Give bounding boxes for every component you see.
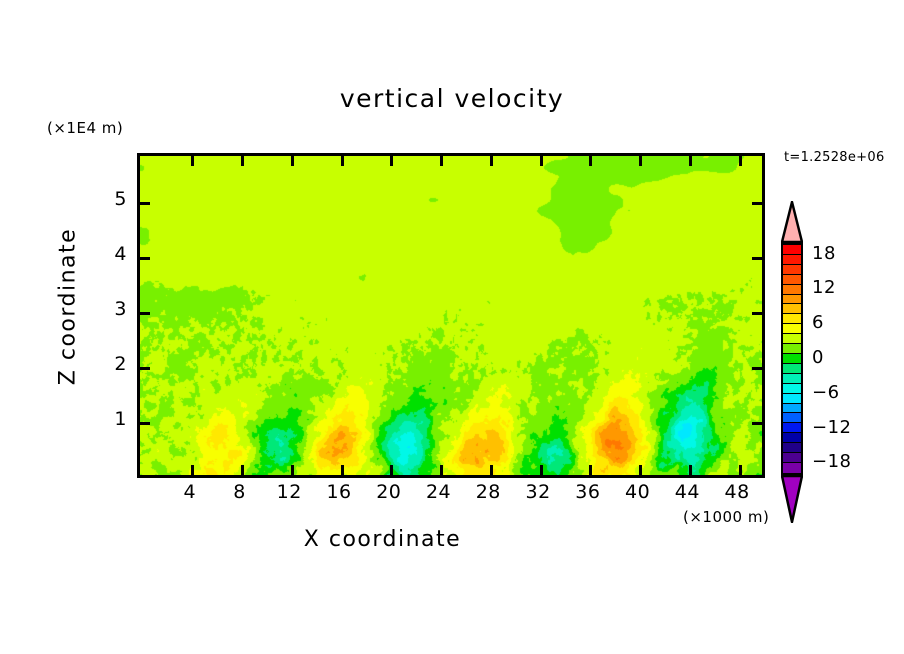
colorbar-tick-label: 6 bbox=[812, 312, 824, 334]
colorbar-band bbox=[783, 284, 801, 295]
colorbar-band bbox=[783, 353, 801, 364]
y-axis-tick bbox=[140, 201, 150, 205]
x-tick-label: 4 bbox=[183, 481, 197, 503]
x-axis-unit-label: (×1000 m) bbox=[683, 508, 770, 526]
colorbar-band bbox=[783, 314, 801, 325]
x-axis-tick bbox=[191, 465, 195, 475]
x-axis-tick bbox=[440, 156, 444, 166]
x-tick-label: 24 bbox=[425, 481, 452, 503]
colorbar-band bbox=[783, 254, 801, 265]
colorbar-tick-label: −6 bbox=[812, 381, 840, 403]
x-tick-label: 28 bbox=[475, 481, 501, 503]
x-tick-label: 40 bbox=[625, 481, 651, 503]
x-tick-label: 12 bbox=[276, 481, 302, 503]
y-tick-label: 1 bbox=[114, 408, 127, 430]
colorbar-band bbox=[783, 274, 801, 285]
y-axis-tick bbox=[752, 366, 762, 370]
colorbar-tick-label: −18 bbox=[812, 451, 852, 473]
colorbar-band bbox=[783, 245, 801, 255]
y-axis-tick bbox=[140, 366, 150, 370]
velocity-field-heatmap bbox=[140, 156, 762, 475]
colorbar-band bbox=[783, 383, 801, 394]
y-tick-label: 3 bbox=[114, 298, 127, 320]
colorbar-band bbox=[783, 334, 801, 345]
x-axis-tick bbox=[539, 465, 543, 475]
x-axis-title: X coordinate bbox=[303, 527, 462, 552]
y-tick-label: 5 bbox=[114, 188, 127, 210]
colorbar-band bbox=[783, 294, 801, 305]
colorbar-tick-label: 18 bbox=[812, 242, 836, 264]
y-axis-tick bbox=[140, 311, 150, 315]
x-axis-tick bbox=[340, 465, 344, 475]
y-axis-tick bbox=[752, 311, 762, 315]
x-tick-label: 44 bbox=[674, 481, 700, 503]
colorbar-tick-label: 12 bbox=[812, 277, 836, 299]
colorbar-band bbox=[783, 403, 801, 414]
x-axis-tick bbox=[688, 465, 692, 475]
x-tick-label: 36 bbox=[575, 481, 601, 503]
y-axis-tick bbox=[752, 256, 762, 260]
x-axis-tick bbox=[639, 465, 643, 475]
x-axis-tick bbox=[440, 465, 444, 475]
x-axis-tick bbox=[539, 156, 543, 166]
colorbar-band bbox=[783, 393, 801, 404]
x-tick-label: 20 bbox=[376, 481, 402, 503]
colorbar-band bbox=[783, 304, 801, 315]
x-axis-tick bbox=[639, 156, 643, 166]
x-axis-tick bbox=[589, 465, 593, 475]
x-axis-tick bbox=[589, 156, 593, 166]
page-title: vertical velocity bbox=[339, 84, 565, 113]
colorbar-band bbox=[783, 373, 801, 384]
x-axis-tick bbox=[489, 465, 493, 475]
x-axis-tick bbox=[241, 465, 245, 475]
timestamp-annotation: t=1.2528e+06 bbox=[784, 150, 885, 165]
x-axis-tick bbox=[390, 156, 394, 166]
colorbar bbox=[781, 243, 803, 475]
x-axis-tick bbox=[738, 465, 742, 475]
colorbar-band bbox=[783, 324, 801, 335]
y-axis-unit-label: (×1E4 m) bbox=[47, 119, 124, 137]
x-axis-tick bbox=[241, 156, 245, 166]
x-axis-tick bbox=[340, 156, 344, 166]
colorbar-band bbox=[783, 423, 801, 434]
x-tick-label: 8 bbox=[233, 481, 246, 503]
colorbar-band bbox=[783, 462, 801, 473]
colorbar-band bbox=[783, 413, 801, 424]
x-tick-label: 48 bbox=[724, 481, 750, 503]
y-axis-tick bbox=[140, 421, 150, 425]
y-axis-tick bbox=[140, 256, 150, 260]
x-axis-tick bbox=[390, 465, 394, 475]
x-tick-label: 32 bbox=[525, 481, 551, 503]
y-tick-label: 4 bbox=[114, 243, 127, 265]
colorbar-tick-label: −12 bbox=[812, 416, 852, 438]
x-axis-tick bbox=[290, 465, 294, 475]
colorbar-band bbox=[783, 453, 801, 463]
y-axis-tick bbox=[752, 201, 762, 205]
x-axis-tick bbox=[290, 156, 294, 166]
x-axis-tick bbox=[688, 156, 692, 166]
x-tick-label: 16 bbox=[326, 481, 352, 503]
colorbar-band bbox=[783, 443, 801, 454]
colorbar-band bbox=[783, 433, 801, 444]
x-axis-tick bbox=[191, 156, 195, 166]
y-tick-label: 2 bbox=[114, 353, 127, 375]
plot-area bbox=[137, 153, 765, 478]
y-axis-tick bbox=[752, 421, 762, 425]
x-axis-tick bbox=[489, 156, 493, 166]
y-axis-title: Z coordinate bbox=[55, 227, 81, 386]
colorbar-under-arrow bbox=[781, 475, 803, 523]
colorbar-tick-label: 0 bbox=[812, 347, 824, 368]
colorbar-band bbox=[783, 264, 801, 275]
colorbar-band bbox=[783, 363, 801, 374]
colorbar-over-arrow bbox=[781, 201, 803, 243]
x-axis-tick bbox=[738, 156, 742, 166]
colorbar-band bbox=[783, 344, 801, 354]
